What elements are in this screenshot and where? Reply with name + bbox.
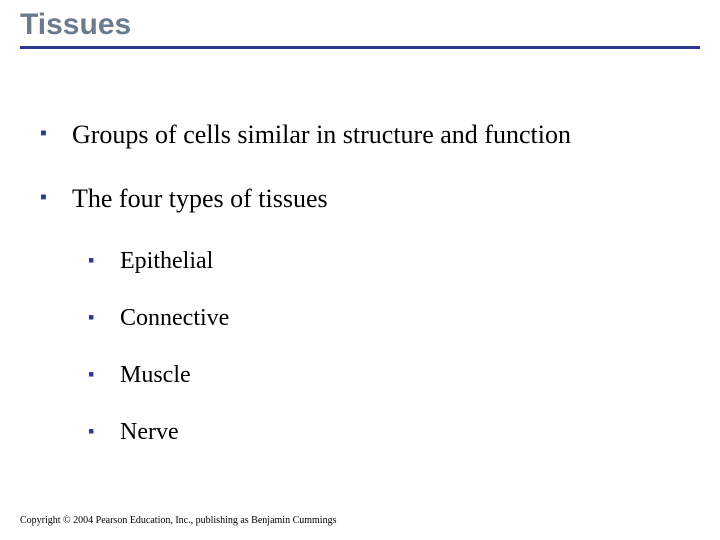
bullet-text: Nerve xyxy=(120,419,179,445)
bullet-marker-icon: ▪ xyxy=(88,364,94,385)
bullet-text: Epithelial xyxy=(120,248,213,274)
bullet-level1: ▪ Groups of cells similar in structure a… xyxy=(40,120,680,150)
bullet-level2: ▪ Epithelial xyxy=(88,248,680,275)
bullet-text: The four types of tissues xyxy=(72,184,328,213)
slide-title: Tissues xyxy=(20,8,131,42)
bullet-text: Groups of cells similar in structure and… xyxy=(72,120,571,149)
bullet-marker-icon: ▪ xyxy=(88,250,94,271)
title-underline xyxy=(20,46,700,49)
bullet-level2: ▪ Connective xyxy=(88,305,680,332)
bullet-marker-icon: ▪ xyxy=(88,307,94,328)
bullet-level1: ▪ The four types of tissues xyxy=(40,184,680,214)
slide: Tissues ▪ Groups of cells similar in str… xyxy=(0,0,720,540)
bullet-text: Connective xyxy=(120,305,229,331)
slide-body: ▪ Groups of cells similar in structure a… xyxy=(40,120,680,476)
bullet-marker-icon: ▪ xyxy=(40,186,47,209)
bullet-level2: ▪ Muscle xyxy=(88,362,680,389)
copyright-text: Copyright © 2004 Pearson Education, Inc.… xyxy=(20,515,336,526)
bullet-level2: ▪ Nerve xyxy=(88,419,680,446)
bullet-marker-icon: ▪ xyxy=(40,122,47,145)
bullet-marker-icon: ▪ xyxy=(88,421,94,442)
bullet-text: Muscle xyxy=(120,362,191,388)
